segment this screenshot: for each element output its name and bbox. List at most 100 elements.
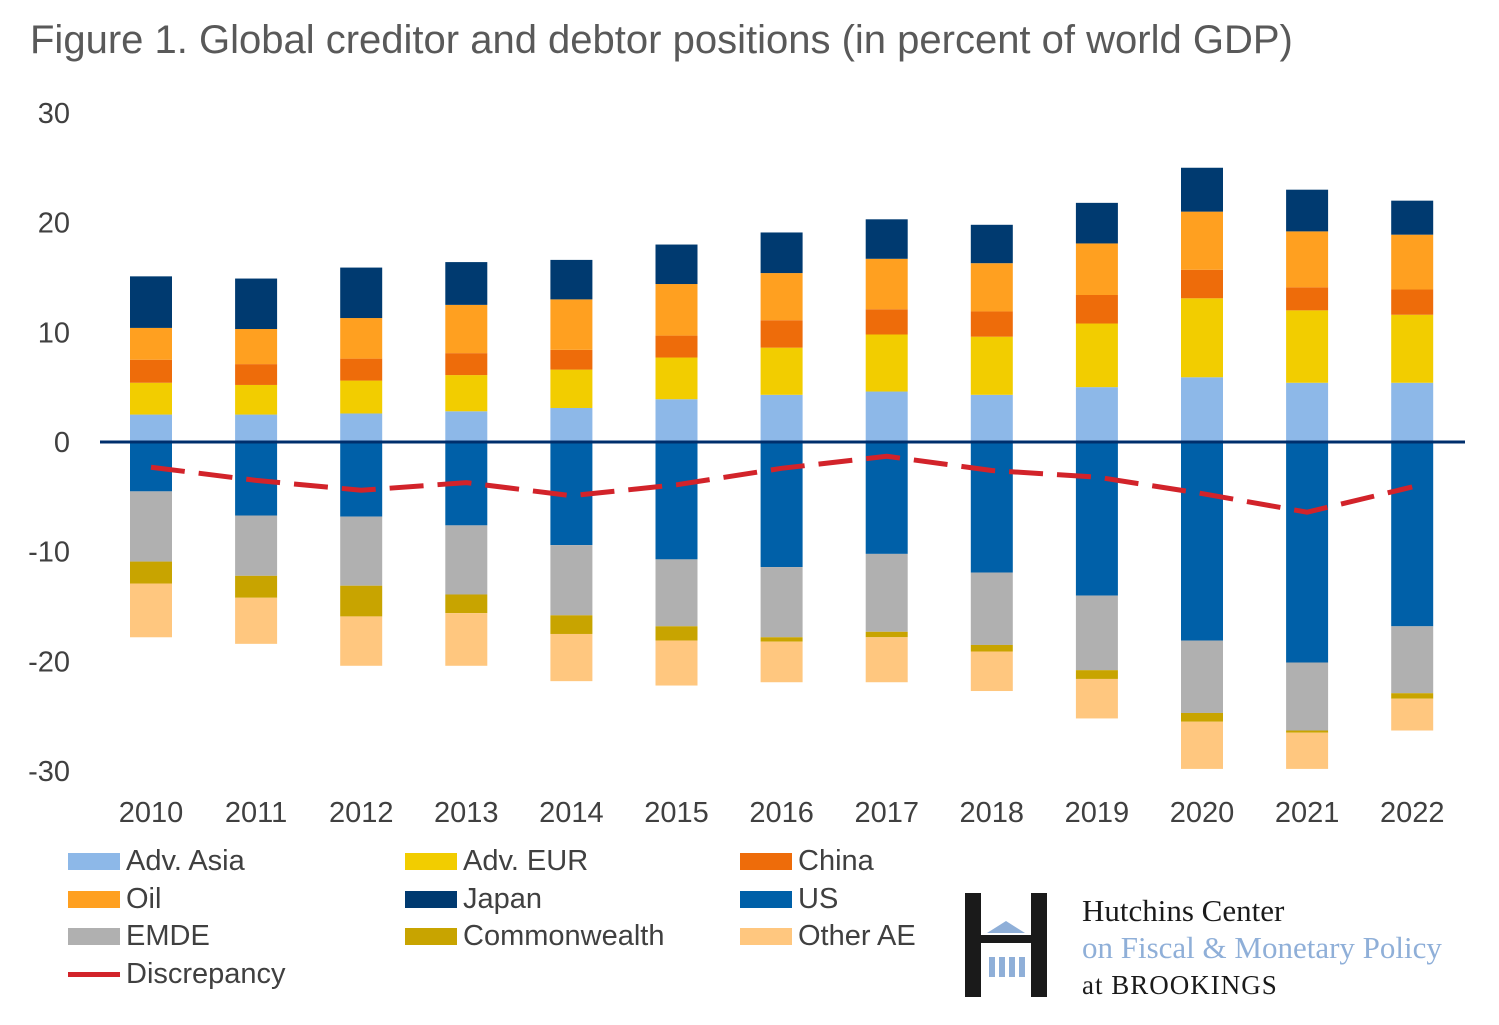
bar-segment-emde (445, 525, 488, 595)
y-tick-label: 10 (38, 317, 70, 349)
bar-segment-us (1181, 442, 1223, 641)
bar-segment-adv-asia (1075, 387, 1118, 442)
bar-segment-japan (865, 219, 908, 259)
y-tick-label: -10 (28, 537, 70, 569)
legend-item: Japan (405, 883, 542, 916)
bar-segment-china (760, 320, 803, 348)
bar-segment-china (1181, 269, 1223, 299)
bar-segment-adv-asia (340, 413, 383, 442)
bar-segment-oil (1181, 211, 1223, 270)
bar-segment-china (970, 311, 1013, 337)
legend-label: Japan (463, 883, 543, 915)
legend-item: China (740, 845, 874, 878)
x-tick-label: 2022 (1380, 797, 1445, 829)
bar-segment-commonwealth (445, 594, 488, 614)
bar-segment-adv-eur (970, 336, 1013, 395)
bar-segment-china (655, 335, 698, 358)
bar-segment-adv-eur (340, 380, 383, 414)
bar-segment-emde (655, 559, 698, 627)
bar-segment-oil (1286, 231, 1329, 288)
bar-segment-us (970, 442, 1013, 573)
bar-segment-us (1075, 442, 1118, 596)
bar-segment-us (655, 442, 698, 560)
legend-item: Adv. EUR (405, 845, 588, 878)
bar-segment-commonwealth (1286, 730, 1329, 733)
bar-segment-other-ae (340, 616, 383, 666)
legend-swatch (405, 928, 457, 945)
bar-segment-japan (1075, 202, 1118, 244)
bar-segment-other-ae (1075, 678, 1118, 719)
bar-segment-emde (550, 545, 593, 616)
hutchins-logo-icon (965, 893, 1047, 997)
bar-segment-japan (235, 278, 278, 330)
bar-segment-oil (130, 327, 172, 360)
bar-segment-japan (1286, 189, 1329, 232)
bar-segment-japan (340, 267, 383, 319)
x-tick-label: 2015 (644, 797, 709, 829)
bar-segment-other-ae (550, 633, 593, 682)
bar-segment-commonwealth (1075, 670, 1118, 679)
bar-segment-china (445, 353, 488, 376)
bar-segment-other-ae (1286, 732, 1329, 769)
x-tick-label: 2019 (1065, 797, 1130, 829)
legend-label: Oil (126, 883, 162, 915)
bar-segment-adv-asia (760, 394, 803, 442)
legend-swatch (68, 853, 120, 870)
bar-segment-adv-asia (550, 407, 593, 442)
bar-segment-emde (1286, 662, 1329, 731)
bar-segment-adv-asia (445, 411, 488, 442)
bar-segment-china (1391, 289, 1434, 315)
bar-segment-japan (445, 262, 488, 305)
legend-swatch (740, 891, 792, 908)
bar-segment-japan (1391, 200, 1434, 235)
legend-label: EMDE (126, 920, 210, 952)
legend-label: Commonwealth (463, 920, 665, 952)
bar-segment-commonwealth (760, 637, 803, 642)
x-tick-label: 2016 (749, 797, 814, 829)
bar-segment-other-ae (865, 637, 908, 683)
legend-item: Other AE (740, 920, 916, 953)
legend-label: Discrepancy (126, 958, 286, 990)
bar-segment-emde (235, 515, 278, 576)
legend-swatch (68, 928, 120, 945)
bar-segment-china (235, 364, 278, 385)
bar-segment-adv-asia (235, 414, 278, 442)
bar-segment-adv-eur (130, 382, 172, 415)
bar-segment-commonwealth (970, 644, 1013, 652)
legend-label: US (798, 883, 839, 915)
bar-segment-adv-eur (445, 375, 488, 412)
bar-segment-adv-asia (1391, 382, 1434, 442)
bar-segment-oil (655, 284, 698, 336)
x-tick-label: 2013 (434, 797, 499, 829)
legend-swatch (740, 853, 792, 870)
bar-segment-oil (445, 304, 488, 354)
bar-segment-other-ae (1181, 721, 1223, 769)
bar-segment-oil (1075, 243, 1118, 296)
bar-segment-emde (1391, 626, 1434, 694)
bar-segment-japan (1181, 167, 1223, 212)
bar-segment-us (340, 442, 383, 517)
bar-segment-adv-asia (655, 399, 698, 442)
bar-segment-china (130, 359, 172, 383)
bar-segment-commonwealth (655, 626, 698, 641)
x-tick-label: 2012 (329, 797, 394, 829)
bar-segment-emde (130, 491, 172, 562)
bar-segment-china (340, 358, 383, 381)
logo-line-3: at BROOKINGS (1082, 970, 1278, 1000)
y-tick-label: -20 (28, 646, 70, 678)
legend-item: EMDE (68, 920, 210, 953)
legend-swatch (740, 928, 792, 945)
legend-swatch (405, 853, 457, 870)
bar-segment-commonwealth (865, 631, 908, 638)
legend-label: Other AE (798, 920, 916, 952)
x-tick-label: 2018 (960, 797, 1025, 829)
bar-segment-adv-eur (760, 347, 803, 395)
x-tick-label: 2011 (225, 797, 287, 829)
y-tick-label: 20 (38, 208, 70, 240)
bar-segment-emde (865, 553, 908, 632)
legend-label: Adv. Asia (126, 845, 245, 877)
bar-segment-us (760, 442, 803, 568)
bar-segment-japan (130, 276, 172, 328)
bar-segment-oil (235, 329, 278, 365)
